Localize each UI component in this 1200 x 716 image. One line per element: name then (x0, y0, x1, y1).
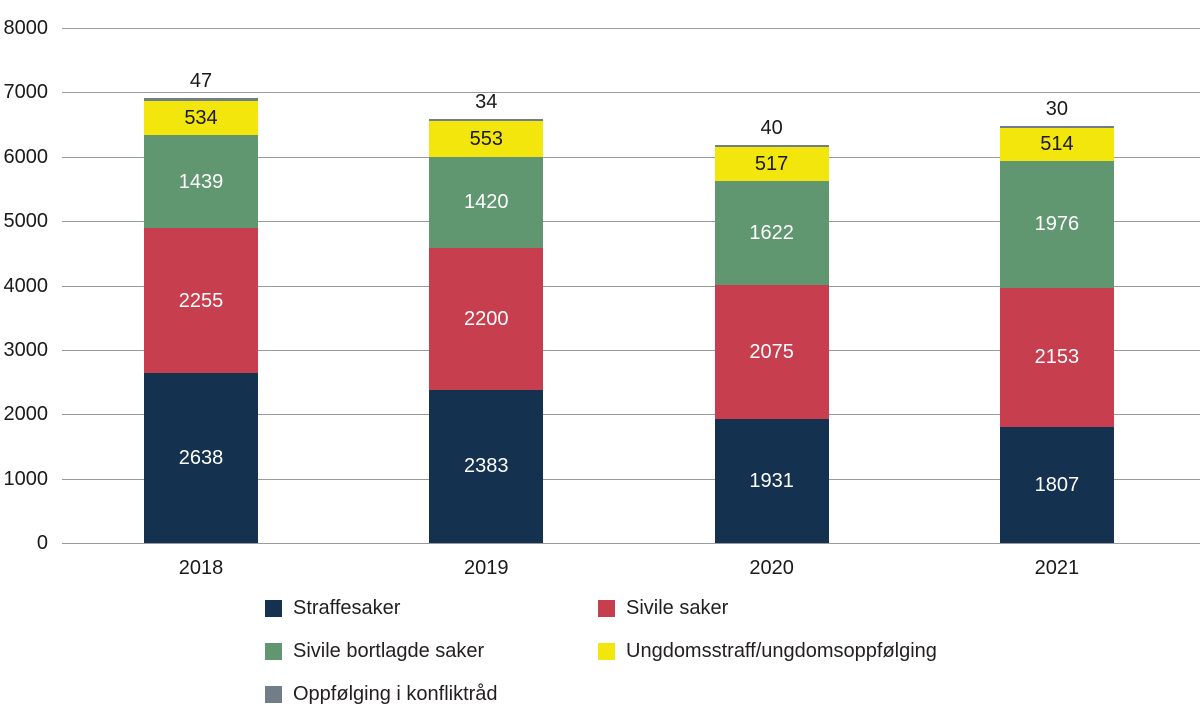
bar-value-label: 1622 (749, 221, 794, 244)
bar-segment (714, 285, 829, 419)
bar-segment (714, 180, 829, 286)
bar-total-top-label: 47 (189, 69, 213, 92)
gridline-y-6000 (62, 156, 1200, 158)
y-axis-tick-label: 6000 (3, 145, 49, 168)
legend-label: Oppfølging i konfliktråd (293, 683, 498, 705)
bar-segment (144, 228, 258, 374)
bar-value-label: 2255 (178, 289, 224, 312)
gridline-y-8000 (62, 28, 1200, 29)
bar-segment (714, 418, 829, 543)
bar-segment (429, 118, 544, 121)
bar-value-label: 1807 (1034, 473, 1080, 496)
legend: Straffesaker Sivile saker Sivile bortlagde… (265, 598, 937, 704)
legend-swatch-icon (265, 599, 282, 617)
legend-swatch-icon (598, 642, 615, 660)
legend-item: Ungdomsstraff/ungdomsoppfølging (598, 641, 937, 661)
bar-segment (429, 120, 544, 157)
bar-value-label: 1976 (1034, 213, 1080, 236)
bar-segment (144, 373, 258, 543)
gridline-y-2000 (62, 414, 1200, 416)
legend-swatch-icon (598, 599, 615, 617)
bar-value-label: 2153 (1034, 346, 1080, 369)
bar-segment (429, 247, 544, 390)
bar-segment (999, 288, 1114, 427)
bar-value-label: 2383 (464, 455, 509, 478)
x-axis-tick-label: 2020 (749, 557, 794, 579)
legend-item: Oppfølging i konfliktråd (265, 684, 598, 704)
bar-segment (144, 98, 258, 102)
legend-item: Sivile bortlagde saker (265, 641, 598, 661)
y-axis-tick-label: 1000 (3, 467, 49, 490)
legend-label: Ungdomsstraff/ungdomsoppfølging (626, 640, 937, 662)
bar-total-top-label: 40 (760, 116, 783, 139)
bar-value-label: 517 (754, 153, 789, 176)
bar-value-label: 2638 (178, 447, 224, 470)
gridline-y-3000 (62, 349, 1200, 351)
bar-segment (999, 127, 1114, 161)
bar-value-label: 2075 (749, 340, 794, 363)
bar-value-label: 1931 (749, 469, 794, 492)
y-axis-tick-label: 0 (36, 532, 48, 554)
bar-value-label: 553 (469, 127, 503, 150)
bar-segment (714, 144, 829, 148)
bar-segment (429, 156, 544, 248)
y-axis-tick-label: 5000 (3, 210, 49, 233)
bar-segment (144, 135, 258, 229)
bar-segment (714, 147, 829, 181)
legend-item: Straffesaker (265, 598, 598, 618)
gridline-y-1000 (62, 478, 1200, 480)
y-axis-tick-label: 2000 (3, 403, 49, 426)
legend-swatch-icon (265, 685, 282, 703)
y-axis-tick-label: 3000 (3, 338, 49, 361)
legend-label: Sivile saker (626, 597, 729, 619)
bar-total-top-label: 34 (475, 90, 498, 113)
y-axis-tick-label: 8000 (3, 17, 49, 39)
x-axis-tick-label: 2019 (464, 557, 509, 579)
gridline-y-5000 (62, 221, 1200, 223)
legend-item: Sivile saker (598, 598, 937, 618)
bar-segment (999, 125, 1114, 128)
bar-value-label: 534 (184, 107, 218, 130)
bar-segment (999, 426, 1114, 543)
bar-total-top-label: 30 (1045, 97, 1069, 120)
y-axis-tick-label: 7000 (3, 81, 49, 104)
bar-value-label: 1420 (464, 191, 509, 214)
bar-segment (999, 160, 1114, 289)
bar-segment (429, 389, 544, 543)
bar-value-label: 514 (1040, 133, 1074, 156)
gridline-y-7000 (62, 92, 1200, 94)
legend-label: Straffesaker (293, 597, 401, 619)
legend-label: Sivile bortlagde saker (293, 640, 485, 662)
bar-value-label: 1439 (178, 170, 224, 193)
gridline-y-4000 (62, 285, 1200, 287)
x-axis-tick-label: 2018 (178, 557, 224, 579)
gridline-y-0 (62, 543, 1200, 544)
bar-segment (144, 101, 258, 136)
bar-value-label: 2200 (464, 307, 509, 330)
y-axis-tick-label: 4000 (3, 274, 49, 297)
x-axis-tick-label: 2021 (1034, 557, 1080, 579)
legend-swatch-icon (265, 642, 282, 660)
